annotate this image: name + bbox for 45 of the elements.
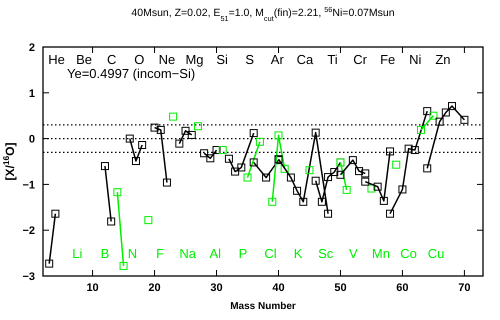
chart-title: 40Msun, Z=0.02, E$_{51}$=1.0, M$_{cut}$(fin)=2.21, $^{56}$Ni=0.07Msun [131, 4, 395, 22]
annotation: Mn [372, 246, 390, 261]
annotation: Cl [264, 246, 277, 261]
annotation: K [294, 246, 303, 261]
x-tick-label: 10 [86, 282, 99, 294]
annotation: Ne [158, 52, 176, 67]
x-tick-label: 70 [458, 282, 471, 294]
annotation: Ye=0.4997 (incom−Si) [67, 66, 196, 81]
x-tick-label: 30 [210, 282, 223, 294]
y-tick-label: −2 [22, 225, 35, 238]
annotation: Co [400, 246, 417, 261]
annotation: Zn [435, 52, 450, 67]
annotation: Fe [380, 52, 396, 67]
x-tick-label: 50 [334, 282, 347, 294]
annotation: N [128, 246, 138, 261]
annotation: O [134, 52, 144, 67]
annotation: Li [72, 246, 82, 261]
annotation: Be [76, 52, 92, 67]
y-tick-label: 1 [28, 88, 35, 100]
annotation: C [107, 52, 116, 67]
annotation: P [238, 246, 248, 261]
y-tick-label: 0 [28, 134, 35, 146]
annotation: Na [179, 246, 197, 261]
annotation: Ti [327, 52, 338, 67]
annotation: V [348, 246, 358, 261]
annotation: F [156, 246, 164, 261]
annotation: Ar [270, 52, 284, 67]
annotation: B [100, 246, 110, 261]
annotation: Sc [318, 246, 334, 261]
annotation: He [48, 52, 65, 67]
x-axis-title: Mass Number [230, 301, 296, 312]
annotation: Ca [296, 52, 314, 67]
annotation: S [245, 52, 254, 67]
y-tick-label: −1 [22, 179, 35, 192]
annotation: Al [210, 246, 222, 261]
y-tick-label: 2 [28, 42, 35, 54]
annotation: Cu [428, 246, 444, 261]
annotation: Cr [353, 52, 368, 67]
y-tick-label: −3 [22, 271, 35, 283]
x-tick-label: 40 [272, 282, 285, 294]
annotation: Ni [409, 52, 422, 67]
annotation: Si [216, 52, 228, 67]
x-tick-label: 60 [396, 282, 409, 294]
annotation: Mg [185, 52, 204, 67]
x-tick-label: 20 [148, 282, 161, 294]
